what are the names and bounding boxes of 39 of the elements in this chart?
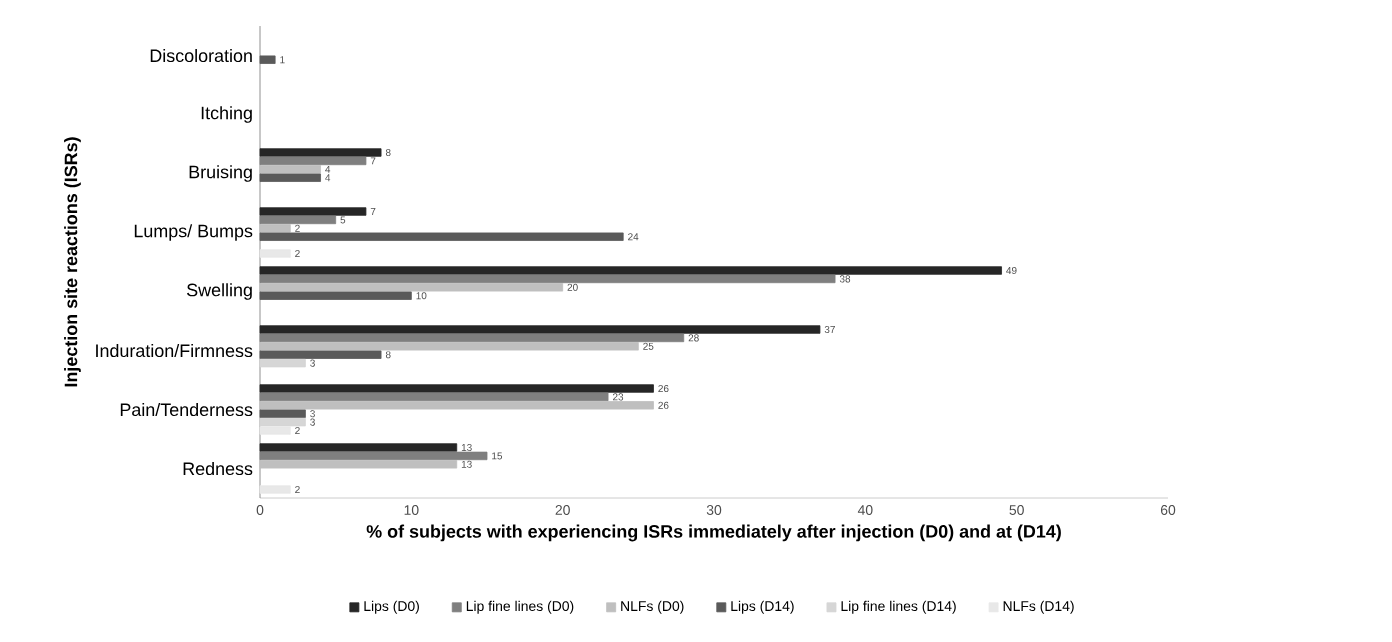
bar bbox=[259, 283, 564, 292]
bar bbox=[259, 55, 276, 64]
y-tick-label: Itching bbox=[201, 106, 252, 123]
y-tick-label: Redness bbox=[183, 461, 253, 476]
bar bbox=[259, 266, 1002, 275]
y-tick-label: Pain/Tenderness bbox=[120, 402, 253, 417]
bar bbox=[259, 392, 609, 402]
y-tick-label: Bruising bbox=[189, 165, 252, 182]
bar bbox=[259, 485, 291, 494]
bar bbox=[259, 249, 291, 258]
bar bbox=[259, 350, 382, 359]
bar bbox=[259, 451, 488, 461]
bar bbox=[259, 333, 685, 343]
bar bbox=[259, 409, 306, 418]
bar bbox=[259, 224, 291, 233]
y-tick-label: Induration/Firmness bbox=[96, 343, 253, 358]
bar bbox=[259, 148, 382, 157]
bar bbox=[259, 291, 412, 300]
bar bbox=[259, 417, 306, 427]
bar bbox=[259, 342, 639, 351]
y-tick-label: Lumps/ Bumps bbox=[134, 224, 253, 241]
y-tick-label: Swelling bbox=[187, 283, 252, 300]
bar bbox=[259, 207, 367, 216]
bar bbox=[259, 325, 821, 334]
bar bbox=[259, 156, 367, 166]
bar bbox=[259, 401, 654, 410]
bar bbox=[259, 232, 624, 241]
bar bbox=[259, 443, 458, 452]
x-axis-title: % of subjects with experiencing ISRs immediately after injection (D0) and at (D14) bbox=[366, 524, 1061, 542]
bar bbox=[259, 426, 291, 435]
bar bbox=[259, 215, 337, 225]
bar bbox=[259, 384, 654, 393]
y-axis-title: Injection site reactions (ISRs) bbox=[64, 137, 81, 387]
bar bbox=[259, 274, 836, 284]
bar bbox=[259, 460, 458, 469]
bar bbox=[259, 165, 321, 174]
bar bbox=[259, 173, 321, 182]
y-tick-label: Discoloration bbox=[150, 48, 252, 63]
bar bbox=[259, 358, 306, 368]
